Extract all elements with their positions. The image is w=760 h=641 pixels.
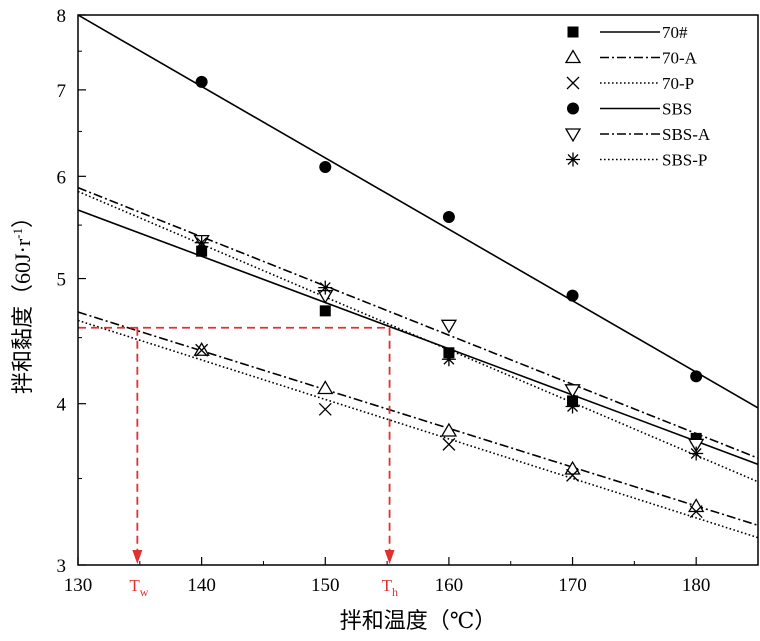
fit-line-70-a [78, 311, 758, 527]
point-70-p-140 [195, 343, 209, 357]
tw-arrowhead [132, 550, 143, 564]
point-sbs-p-140 [194, 235, 209, 250]
y-tick-label-3: 3 [57, 556, 67, 577]
tw-label-sub: w [140, 585, 149, 599]
y-tick-label-4: 4 [57, 395, 67, 416]
point-70-p-150 [318, 402, 332, 416]
x-tick-label-180: 180 [682, 575, 711, 596]
point-70-a-160 [440, 422, 458, 437]
tw-label: Tw [129, 576, 148, 599]
legend-label-70: 70# [662, 23, 688, 42]
th-label: Th [382, 576, 398, 599]
y-axis-title: 拌和黏度（60J·r-1） [10, 206, 35, 394]
legend-marker-sbs-p [566, 152, 580, 167]
y-tick-label-6: 6 [57, 167, 67, 188]
th-label-sub: h [392, 585, 398, 599]
tw-label-main: T [129, 576, 140, 595]
point-sbs-p-160 [441, 352, 456, 367]
fit-line-sbs-a [78, 186, 758, 459]
x-axis-title: 拌和温度（℃） [340, 608, 497, 633]
y-axis-title-close: ） [10, 206, 35, 228]
legend-label-sbs: SBS [662, 100, 692, 119]
x-tick-label-140: 140 [187, 575, 216, 596]
legend-marker-sbs [567, 102, 579, 115]
point-sbs-p-170 [565, 399, 580, 414]
legend-label-70-a: 70-A [662, 49, 698, 68]
point-70-a-150 [317, 380, 334, 395]
point-sbs-p-180 [689, 446, 704, 461]
temperature-annotations: Tw Th [78, 326, 398, 599]
legend-label-70-p: 70-P [662, 74, 694, 93]
point-sbs-p-150 [318, 280, 333, 295]
y-tick-label-5: 5 [57, 270, 67, 291]
y-axis-title-main: 拌和黏度（60J·r [10, 238, 35, 394]
point-sbs-a-170 [564, 384, 581, 399]
fit-line-sbs [78, 15, 758, 409]
point-70-p-180 [689, 505, 703, 519]
y-tick-label-8: 8 [57, 6, 67, 27]
point-70-a-180 [688, 498, 705, 513]
point-sbs-a-180 [688, 438, 705, 453]
legend-marker-70-a [564, 49, 582, 64]
point-70-p-170 [566, 468, 580, 482]
fit-line-70 [78, 209, 758, 466]
point-70-140 [196, 245, 208, 257]
point-sbs-180 [690, 370, 703, 383]
point-sbs-150 [319, 161, 332, 174]
x-tick-label-160: 160 [435, 575, 464, 596]
plot-frame [77, 14, 759, 566]
legend-marker-sbs-a [564, 128, 582, 143]
point-sbs-a-160 [440, 319, 458, 334]
th-label-main: T [382, 576, 393, 595]
x-tick-label-150: 150 [311, 575, 340, 596]
legend-label-sbs-p: SBS-P [662, 151, 707, 170]
point-sbs-170 [566, 289, 579, 302]
y-tick-label-7: 7 [57, 81, 67, 102]
legend-marker-70-p [566, 76, 580, 90]
fit-line-70-p [78, 319, 758, 539]
legend: 70# 70-A 70-P SBS SBS-A SBS-P [564, 23, 711, 170]
legend-marker-70 [567, 26, 579, 38]
th-arrowhead [384, 550, 395, 564]
point-70-a-140 [193, 341, 210, 356]
x-tick-label-170: 170 [558, 575, 587, 596]
point-70-p-160 [442, 437, 456, 451]
point-70-150 [319, 305, 331, 317]
point-70-180 [690, 432, 702, 444]
data-markers [193, 75, 705, 519]
fit-line-sbs-p [78, 190, 758, 483]
fit-lines [78, 15, 758, 539]
point-sbs-160 [442, 211, 455, 224]
legend-label-sbs-a: SBS-A [662, 125, 711, 144]
point-sbs-140 [195, 75, 208, 88]
axes: 130 140 150 160 170 180 3 4 5 6 7 8 [57, 6, 759, 596]
x-tick-label-130: 130 [64, 575, 93, 596]
y-axis-title-exponent: -1 [10, 228, 25, 239]
